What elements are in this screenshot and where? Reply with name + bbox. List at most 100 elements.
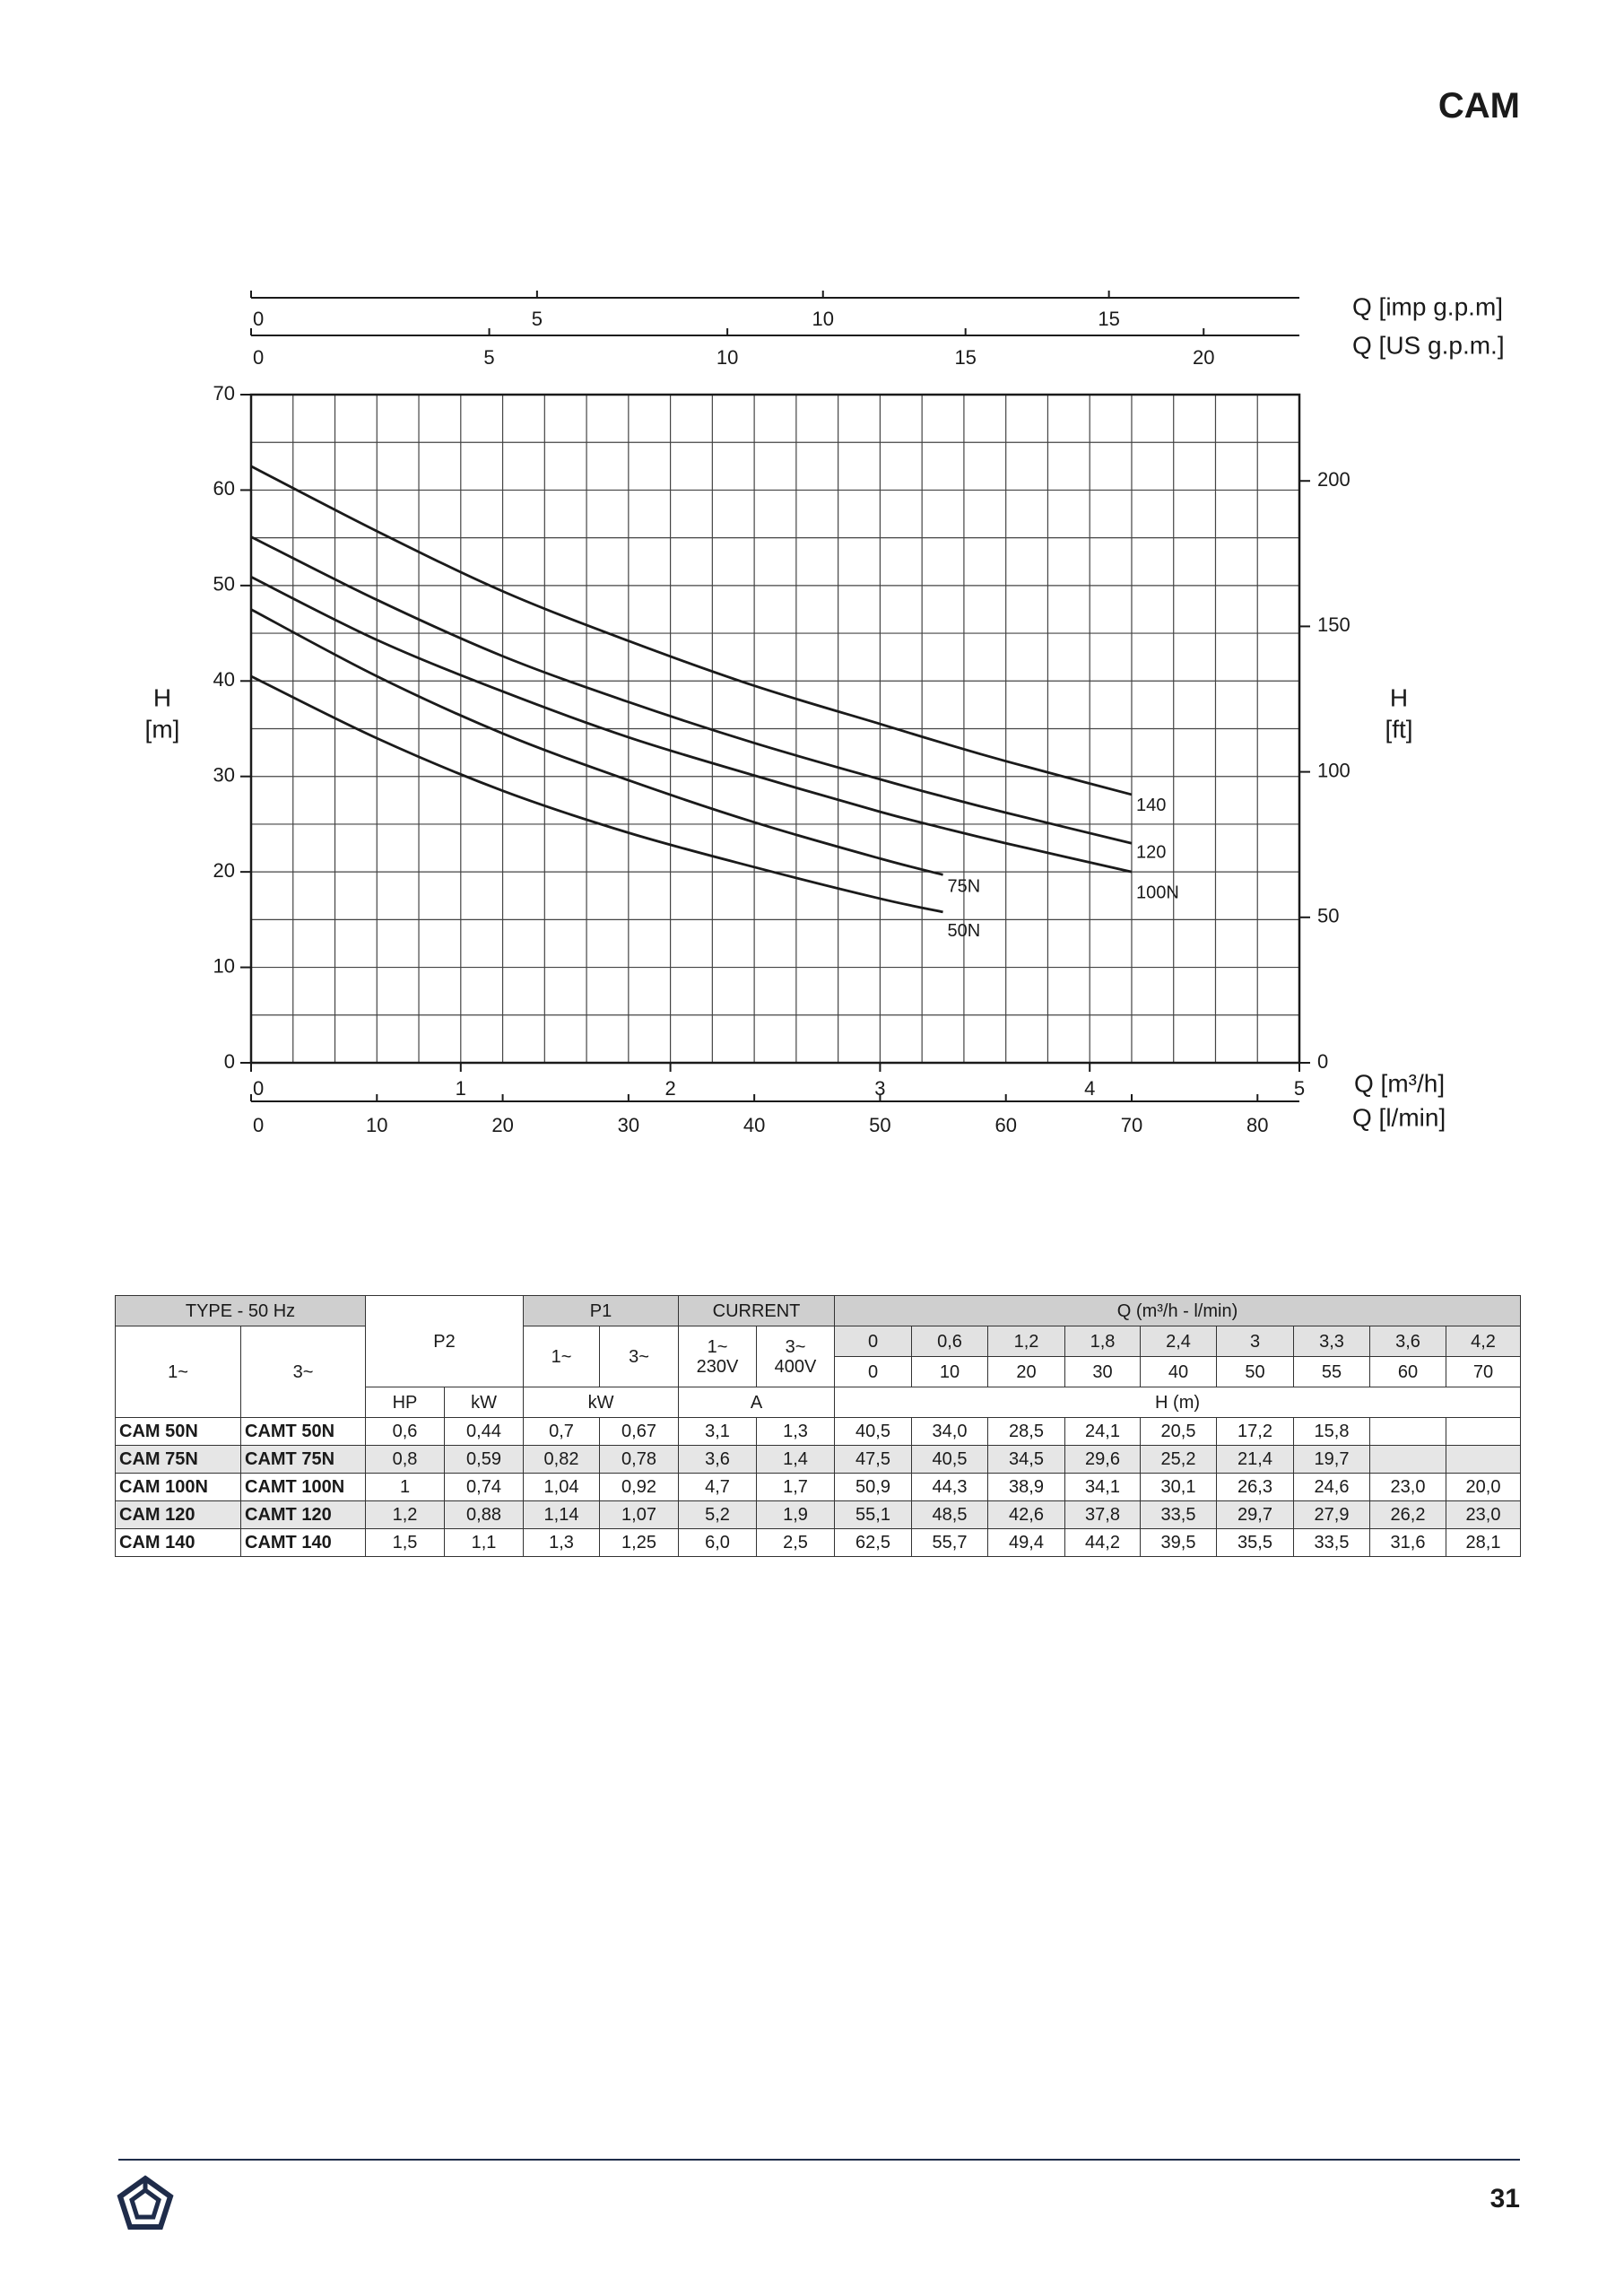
table-cell: 39,5: [1140, 1528, 1218, 1557]
y2-tick-label: 200: [1317, 468, 1350, 491]
table-cell: 26,2: [1369, 1500, 1447, 1529]
axis-tick-label: 50: [869, 1114, 890, 1136]
table-row: CAM 75N CAMT 75N 0,8 0,59 0,82 0,78 3,6 1,4 47,5…: [115, 1445, 1522, 1474]
table-cell: 15,8: [1293, 1417, 1371, 1446]
plot-frame: [249, 393, 1301, 1065]
table-cell: 62,5: [834, 1528, 913, 1557]
x-tick-label: 2: [664, 1077, 675, 1100]
footer-rule: [118, 2159, 1520, 2161]
header-cell: 3~: [599, 1326, 680, 1387]
y2-tick-label: 50: [1317, 905, 1339, 927]
table-cell: 1,3: [756, 1417, 836, 1446]
axis-tick-label: 60: [994, 1114, 1016, 1136]
table-cell: 0,6: [911, 1326, 989, 1357]
table-cell: 28,5: [987, 1417, 1066, 1446]
table-cell: 34,0: [911, 1417, 989, 1446]
table-cell: CAMT 120: [239, 1500, 367, 1529]
table-cell: 1,14: [523, 1500, 601, 1529]
curve-label: 140: [1136, 796, 1166, 815]
table-cell: 6,0: [678, 1528, 758, 1557]
table-cell: 50: [1216, 1356, 1295, 1387]
axis-tick-label: 0: [253, 346, 264, 369]
table-cell: 1,5: [365, 1528, 446, 1557]
table-cell: 55,1: [834, 1500, 913, 1529]
y2-tick-label: 0: [1317, 1050, 1328, 1073]
table-row: CAM 50N CAMT 50N 0,6 0,44 0,7 0,67 3,1 1,3 40,5 3…: [115, 1417, 1522, 1446]
y-tick-label: 0: [224, 1050, 235, 1073]
table-row: CAM 100N CAMT 100N 1 0,74 1,04 0,92 4,7 1,7 50,9…: [115, 1473, 1522, 1501]
table-cell: 23,0: [1446, 1500, 1522, 1529]
table-cell: 24,6: [1293, 1473, 1371, 1501]
table-cell: 34,1: [1064, 1473, 1142, 1501]
table-cell: 33,5: [1293, 1528, 1371, 1557]
table-cell: 1,25: [599, 1528, 680, 1557]
table-cell: 2,5: [756, 1528, 836, 1557]
table-cell: 20: [987, 1356, 1066, 1387]
table-cell: 21,4: [1216, 1445, 1295, 1474]
table-cell: 34,5: [987, 1445, 1066, 1474]
y2-tick-label: 150: [1317, 613, 1350, 636]
header-cell: kW: [444, 1387, 525, 1418]
table-cell: CAM 50N: [115, 1417, 241, 1446]
table-cell: 0,74: [444, 1473, 525, 1501]
table-cell: 1,2: [987, 1326, 1066, 1357]
table-cell: 55: [1293, 1356, 1371, 1387]
table-cell: 47,5: [834, 1445, 913, 1474]
table-cell: 40,5: [911, 1445, 989, 1474]
curve-label: 100N: [1136, 883, 1179, 902]
header-cell: P2: [365, 1295, 525, 1387]
table-cell: 31,6: [1369, 1528, 1447, 1557]
table-cell: CAMT 140: [239, 1528, 367, 1557]
table-cell: 0,78: [599, 1445, 680, 1474]
axis-tick-label: 20: [1193, 346, 1214, 369]
y-tick-label: 40: [213, 668, 235, 691]
table-cell: 55,7: [911, 1528, 989, 1557]
table-cell: 0,88: [444, 1500, 525, 1529]
header-cell: TYPE - 50 Hz: [114, 1295, 367, 1326]
header-text: 400V: [774, 1356, 817, 1377]
header-cell: 1~ 230V: [678, 1326, 758, 1387]
table-cell: 20,5: [1140, 1417, 1218, 1446]
axis-label: Q [l/min]: [1352, 1103, 1446, 1131]
table-cell: 3,3: [1293, 1326, 1371, 1357]
table-cell: 0,8: [365, 1445, 446, 1474]
x-tick-label: 0: [253, 1077, 264, 1100]
axis-tick-label: 5: [532, 308, 543, 330]
table-cell: 30: [1064, 1356, 1142, 1387]
x-tick-label: 5: [1294, 1077, 1305, 1100]
axis-label: Q [US g.p.m.]: [1352, 331, 1505, 359]
table-row: CAM 140 CAMT 140 1,5 1,1 1,3 1,25 6,0 2,5 62,5 55…: [115, 1528, 1522, 1557]
header-cell: 1~: [523, 1326, 601, 1387]
header-cell: kW: [523, 1387, 680, 1418]
table-cell: 17,2: [1216, 1417, 1295, 1446]
table-cell: 3: [1216, 1326, 1295, 1357]
table-cell: 26,3: [1216, 1473, 1295, 1501]
curve: [250, 535, 1133, 845]
table-cell: 1,8: [1064, 1326, 1142, 1357]
curve-label: 120: [1136, 842, 1166, 862]
table-cell: 0,82: [523, 1445, 601, 1474]
header-text: 3~: [785, 1336, 806, 1357]
table-cell: 1: [365, 1473, 446, 1501]
table-cell: 28,1: [1446, 1528, 1522, 1557]
table-cell: CAM 120: [115, 1500, 241, 1529]
table-cell: 0,6: [365, 1417, 446, 1446]
table-cell: 29,6: [1064, 1445, 1142, 1474]
table-cell: CAMT 75N: [239, 1445, 367, 1474]
axis-tick-label: 10: [366, 1114, 387, 1136]
y2-axis-label: H: [1390, 683, 1408, 711]
table-cell: 44,3: [911, 1473, 989, 1501]
axis-tick-label: 10: [716, 346, 738, 369]
table-cell: 1,1: [444, 1528, 525, 1557]
axis-tick-label: 80: [1246, 1114, 1268, 1136]
axis-tick-label: 15: [954, 346, 976, 369]
axis-tick-label: 0: [253, 1114, 264, 1136]
header-cell: 3~: [239, 1326, 367, 1418]
table-cell: CAMT 50N: [239, 1417, 367, 1446]
header-cell: CURRENT: [678, 1295, 836, 1326]
y-tick-label: 20: [213, 859, 235, 882]
table-cell: 30,1: [1140, 1473, 1218, 1501]
y-tick-label: 70: [213, 382, 235, 404]
